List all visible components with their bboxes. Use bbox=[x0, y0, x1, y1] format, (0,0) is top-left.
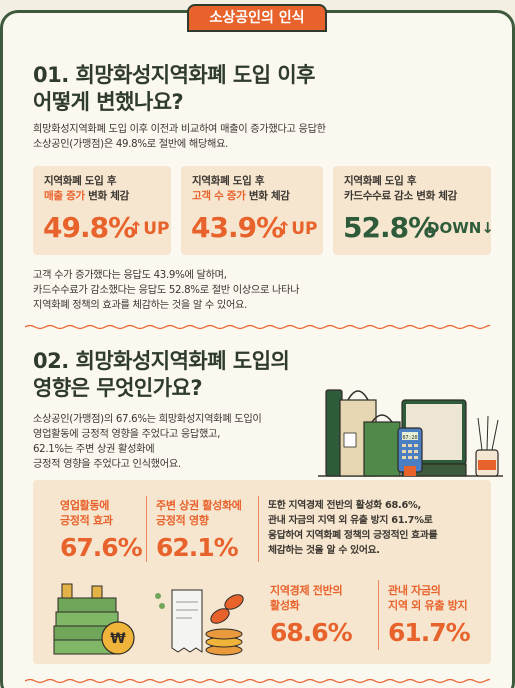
stat-label: 지역경제 전반의 활성화 bbox=[270, 584, 343, 612]
up-arrow-icon: ↑UP bbox=[129, 219, 170, 239]
section1-intro: 희망화성지역화폐 도입 이후 이전과 비교하여 매출이 증가했다고 응답한 소상… bbox=[33, 124, 326, 150]
section1-heading: 01. 희망화성지역화폐 도입 이후 어떻게 변했나요? bbox=[33, 63, 315, 114]
card-sales: 지역화폐 도입 후 매출 증가 변화 체감 49.8% ↑UP bbox=[33, 166, 171, 255]
stat-value: 68.6% bbox=[270, 618, 353, 647]
card-customers: 지역화폐 도입 후 고객 수 증가 변화 체감 43.9% ↑UP bbox=[181, 166, 323, 255]
stat-label: 주변 상권 활성화에 긍정적 영향 bbox=[156, 499, 242, 527]
wave-divider bbox=[25, 678, 490, 684]
section2-heading: 02. 희망화성지역화폐 도입의 영향은 무엇인가요? bbox=[33, 349, 290, 400]
card-label: 지역화폐 도입 후 매출 증가 변화 체감 bbox=[44, 175, 129, 202]
down-arrow-icon: DOWN↓ bbox=[427, 219, 494, 237]
stat-value: 62.1% bbox=[156, 533, 239, 562]
card-fees: 지역화폐 도입 후 카드수수료 감소 변화 체감 52.8% DOWN↓ bbox=[333, 166, 494, 255]
stat-business: 영업활동에 긍정적 효과 67.6% bbox=[60, 498, 143, 562]
card-value: 52.8% bbox=[343, 211, 436, 244]
shopping-illustration: 07:20 bbox=[318, 389, 503, 477]
wave-divider bbox=[25, 324, 490, 330]
stat-label: 관내 자금의 지역 외 유출 방지 bbox=[388, 584, 468, 612]
stat-value: 61.7% bbox=[388, 618, 471, 647]
stat-economy: 지역경제 전반의 활성화 68.6% bbox=[270, 583, 353, 647]
receipt-text: 07:20 bbox=[402, 435, 417, 441]
section2-note: 또한 지역경제 전반의 활성화 68.6%, 관내 자금의 지역 외 유출 방지… bbox=[268, 500, 438, 556]
stat-outflow: 관내 자금의 지역 외 유출 방지 61.7% bbox=[388, 583, 471, 647]
stat-commerce: 주변 상권 활성화에 긍정적 영향 62.1% bbox=[156, 498, 242, 562]
card-label: 지역화폐 도입 후 고객 수 증가 변화 체감 bbox=[192, 175, 290, 202]
divider bbox=[378, 580, 379, 650]
section1-summary: 고객 수가 증가했다는 응답도 43.9%에 달하며, 카드수수료가 감소했다는… bbox=[33, 270, 300, 311]
divider bbox=[258, 496, 259, 562]
section-tab: 소상공인의 인식 bbox=[187, 4, 327, 32]
card-value: 43.9% bbox=[191, 211, 284, 244]
won-coin-icon: ₩ bbox=[110, 631, 126, 647]
card-label: 지역화폐 도입 후 카드수수료 감소 변화 체감 bbox=[344, 175, 458, 202]
card-value: 49.8% bbox=[43, 211, 136, 244]
divider bbox=[146, 496, 147, 562]
section2-intro: 소상공인(가맹점)의 67.6%는 희망화성지역화폐 도입이 영업활동에 긍정적… bbox=[33, 414, 262, 470]
stat-label: 영업활동에 긍정적 효과 bbox=[60, 499, 113, 527]
up-arrow-icon: ↑UP bbox=[277, 219, 318, 239]
money-illustration: ₩ bbox=[53, 583, 244, 656]
stat-value: 67.6% bbox=[60, 533, 143, 562]
